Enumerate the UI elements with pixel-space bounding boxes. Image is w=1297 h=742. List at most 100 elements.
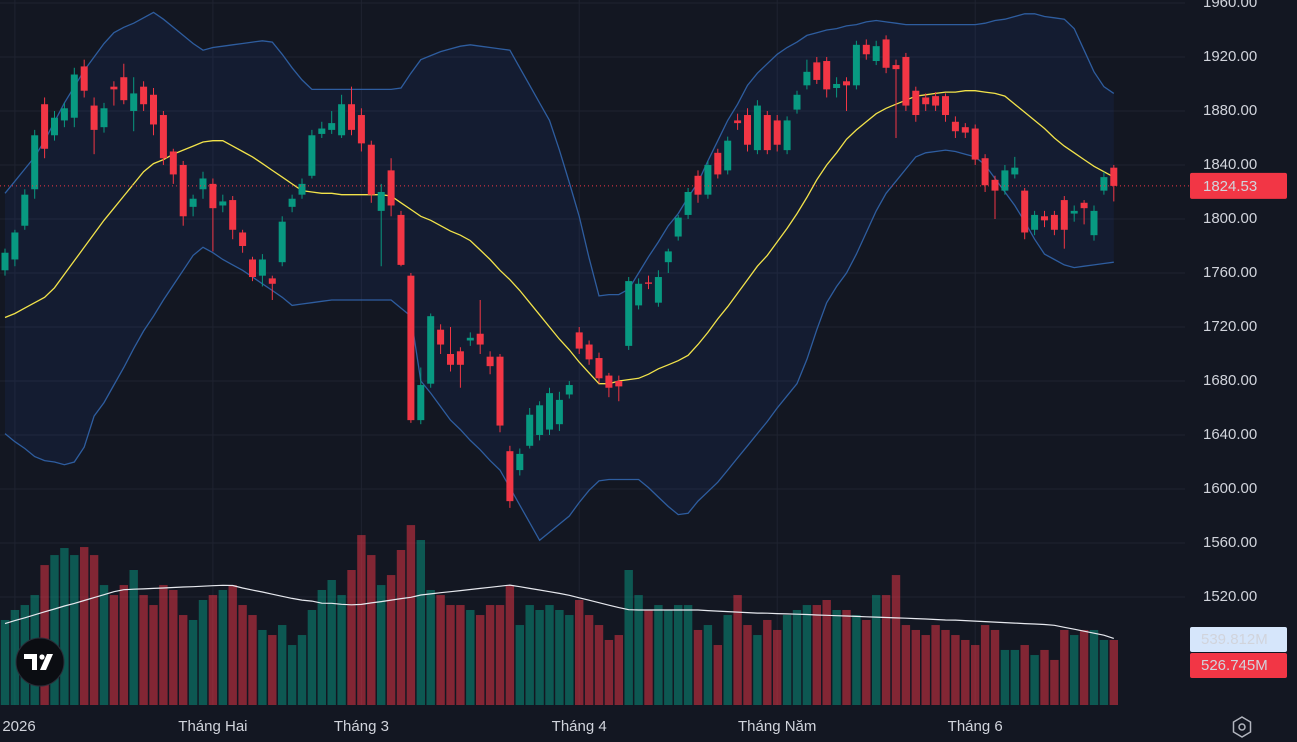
volume-bar bbox=[614, 635, 623, 705]
candle-body bbox=[298, 183, 306, 195]
tradingview-logo[interactable] bbox=[15, 637, 65, 687]
volume-bar bbox=[218, 589, 227, 705]
volume-bar bbox=[1050, 659, 1059, 705]
candle-body bbox=[813, 62, 821, 80]
candle-body bbox=[110, 86, 118, 90]
volume-ma-line bbox=[4, 584, 1114, 639]
candle-body bbox=[654, 277, 662, 303]
candle-body bbox=[328, 123, 336, 130]
candle-body bbox=[1080, 202, 1088, 209]
candle-body bbox=[367, 144, 375, 195]
volume-bar bbox=[624, 569, 633, 705]
volume-bar bbox=[664, 609, 673, 705]
candle-body bbox=[1090, 210, 1098, 236]
volume-bar bbox=[1040, 649, 1049, 705]
volume-bar bbox=[990, 629, 1000, 705]
candle-body bbox=[130, 93, 138, 111]
candle-body bbox=[744, 115, 751, 145]
volume-bar bbox=[1030, 655, 1039, 705]
volume-bar bbox=[258, 629, 267, 705]
candle-body bbox=[793, 94, 801, 110]
candle-body bbox=[239, 232, 247, 246]
last-price-label: 1824.53 bbox=[1203, 178, 1257, 195]
candle-body bbox=[150, 94, 157, 125]
volume-bar bbox=[476, 615, 485, 705]
candle-body bbox=[664, 251, 672, 263]
candle-body bbox=[199, 178, 207, 190]
volume-bar bbox=[317, 589, 326, 705]
volume-bar bbox=[188, 619, 198, 705]
candle-body bbox=[546, 393, 553, 430]
logo-circle bbox=[15, 637, 65, 687]
volume-bar bbox=[723, 615, 732, 705]
volume-ma-label: 539.812M bbox=[1201, 631, 1268, 648]
settings-icon bbox=[1232, 716, 1252, 738]
candle-body bbox=[862, 44, 870, 55]
candle-body bbox=[417, 385, 425, 421]
volume-bar bbox=[436, 595, 445, 705]
volume-bar bbox=[901, 625, 911, 705]
candle-body bbox=[11, 232, 19, 260]
volume-bar bbox=[70, 555, 79, 705]
candle-body bbox=[90, 105, 98, 130]
volume-bar bbox=[406, 525, 416, 705]
volume-bar bbox=[555, 609, 564, 705]
volume-ma-box bbox=[1190, 627, 1287, 652]
volume-bar bbox=[1060, 629, 1069, 705]
candle-body bbox=[605, 375, 613, 388]
volume-bar bbox=[109, 595, 119, 705]
candle-body bbox=[1021, 190, 1029, 233]
volume-bar bbox=[575, 599, 584, 705]
volume-bar bbox=[169, 589, 178, 705]
candle-body bbox=[466, 337, 474, 341]
y-tick-label: 1840.00 bbox=[1203, 156, 1257, 173]
candle-body bbox=[219, 201, 227, 206]
candle-body bbox=[506, 451, 514, 502]
candle-body bbox=[882, 39, 890, 68]
volume-bar bbox=[763, 619, 772, 705]
candle-body bbox=[476, 333, 484, 345]
volume-bar bbox=[149, 605, 158, 705]
volume-bar bbox=[1079, 629, 1089, 705]
candle-body bbox=[763, 115, 771, 151]
candle-body bbox=[684, 191, 692, 215]
volume-bar bbox=[753, 635, 762, 705]
candle-body bbox=[100, 108, 108, 128]
candle-body bbox=[169, 151, 177, 175]
volume-bar bbox=[0, 619, 10, 705]
settings-button[interactable] bbox=[1232, 716, 1252, 738]
x-tick-label: Tháng 4 bbox=[552, 718, 607, 735]
candle-body bbox=[625, 281, 633, 346]
volume-bar bbox=[683, 605, 693, 705]
candle-body bbox=[209, 183, 217, 209]
volume-bar bbox=[931, 625, 940, 705]
volume-bar bbox=[99, 585, 109, 705]
band-upper-line bbox=[4, 11, 1115, 297]
candle-body bbox=[565, 385, 573, 395]
candle-body bbox=[843, 81, 850, 86]
volume-bar bbox=[1089, 629, 1099, 705]
volume-bar bbox=[941, 629, 950, 705]
candle-body bbox=[645, 282, 652, 284]
volume-bar bbox=[1010, 649, 1019, 705]
candle-body bbox=[833, 83, 841, 89]
candle-body bbox=[268, 278, 276, 284]
candle-body bbox=[803, 71, 811, 86]
candle-body bbox=[397, 214, 405, 265]
volume-bar bbox=[584, 615, 594, 705]
volume-bar bbox=[802, 605, 812, 705]
volume-bar bbox=[822, 599, 831, 705]
candle-body bbox=[249, 259, 256, 278]
volume-bar bbox=[1109, 639, 1118, 705]
candle-body bbox=[704, 164, 712, 195]
volume-bar bbox=[525, 605, 534, 705]
candle-body bbox=[536, 405, 544, 435]
candle-body bbox=[21, 194, 29, 226]
candle-body bbox=[318, 128, 326, 134]
volume-bar bbox=[248, 615, 257, 705]
volume-bar bbox=[1020, 645, 1029, 705]
volume-bar bbox=[911, 629, 920, 705]
candle-body bbox=[308, 135, 316, 176]
y-tick-label: 1920.00 bbox=[1203, 48, 1257, 65]
